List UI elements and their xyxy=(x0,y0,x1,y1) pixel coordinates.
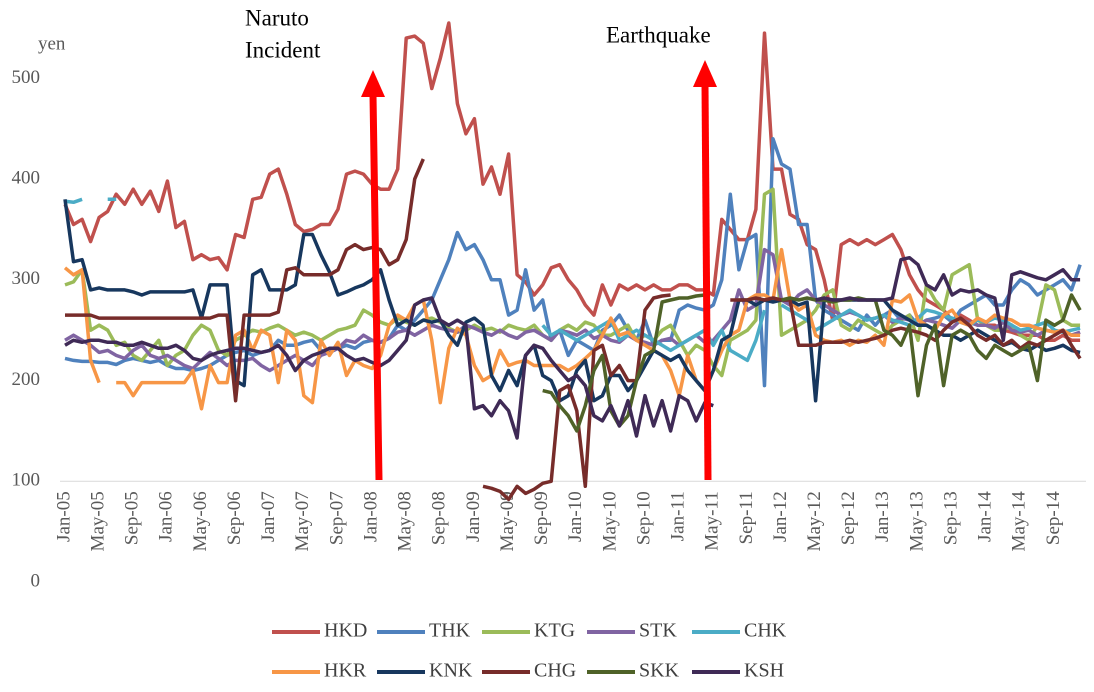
y-tick-label: 300 xyxy=(12,268,41,289)
x-tick-label: Jan-10 xyxy=(565,491,586,542)
x-tick-label: May-08 xyxy=(395,491,416,551)
x-tick-label: May-12 xyxy=(804,491,825,551)
x-tick-label: May-09 xyxy=(497,491,518,551)
y-tick-label: 0 xyxy=(31,570,41,591)
x-tick-label: Sep-14 xyxy=(1043,491,1064,545)
series-line xyxy=(64,255,1081,440)
x-tick-label: Sep-12 xyxy=(838,491,859,545)
legend-label: HKR xyxy=(324,660,367,682)
plot-area: 0 100 200 300 400 500 Jan-05 May-05 Sep-05 Jan-06… xyxy=(12,21,1086,591)
x-tick-label: Sep-08 xyxy=(429,491,450,545)
x-tick-label: Sep-06 xyxy=(224,491,245,545)
x-tick-label: May-13 xyxy=(906,491,927,551)
annotation: Incident xyxy=(245,37,321,62)
annotation: Naruto xyxy=(245,5,309,30)
y-tick-label: 100 xyxy=(12,470,41,491)
x-tick-label: Sep-13 xyxy=(940,491,961,545)
x-tick-label: Sep-09 xyxy=(531,491,552,545)
x-tick-label: May-05 xyxy=(87,491,108,551)
legend-label: CHG xyxy=(534,660,576,682)
x-tick-label: Jan-11 xyxy=(668,491,689,541)
annotation: Earthquake xyxy=(606,22,711,47)
x-tick-label: Jan-13 xyxy=(872,491,893,542)
legend-label: HKD xyxy=(324,620,367,642)
x-tick-label: Jan-12 xyxy=(770,491,791,542)
x-tick-label: May-10 xyxy=(599,491,620,551)
series-line xyxy=(63,247,1081,411)
series-line xyxy=(542,293,1082,433)
x-tick-label: Jan-06 xyxy=(156,491,177,542)
legend-label: CHK xyxy=(744,620,787,642)
x-tick-label: May-06 xyxy=(190,491,211,551)
x-tick-label: Sep-07 xyxy=(326,491,347,545)
legend-label: SKK xyxy=(639,660,680,682)
legend-label: KNK xyxy=(429,660,473,682)
x-tick-label: Sep-05 xyxy=(122,491,143,545)
x-tick-label: Jan-07 xyxy=(258,491,279,542)
x-tick-label: Jan-09 xyxy=(463,491,484,542)
legend-label: KSH xyxy=(744,660,784,682)
y-unit: yen xyxy=(38,33,66,54)
y-tick-label: 200 xyxy=(12,369,41,390)
legend-label: STK xyxy=(639,620,677,642)
legend-label: THK xyxy=(429,620,471,642)
x-tick-label: Jan-08 xyxy=(360,491,381,542)
y-tick-label: 400 xyxy=(12,167,41,188)
series-line xyxy=(63,199,1081,403)
series-line xyxy=(64,197,1081,363)
x-tick-label: Sep-11 xyxy=(736,491,757,544)
legend-label: KTG xyxy=(534,620,575,642)
arrow xyxy=(693,60,717,481)
x-tick-label: May-07 xyxy=(292,491,313,551)
x-tick-label: Jan-14 xyxy=(975,491,996,542)
series-line xyxy=(63,21,1081,343)
x-tick-label: Jan-05 xyxy=(53,491,74,542)
y-tick-label: 500 xyxy=(12,67,41,88)
x-tick-label: May-11 xyxy=(702,491,723,550)
x-tick-label: Sep-10 xyxy=(633,491,654,545)
x-tick-label: May-14 xyxy=(1009,491,1030,552)
arrow xyxy=(361,70,385,481)
